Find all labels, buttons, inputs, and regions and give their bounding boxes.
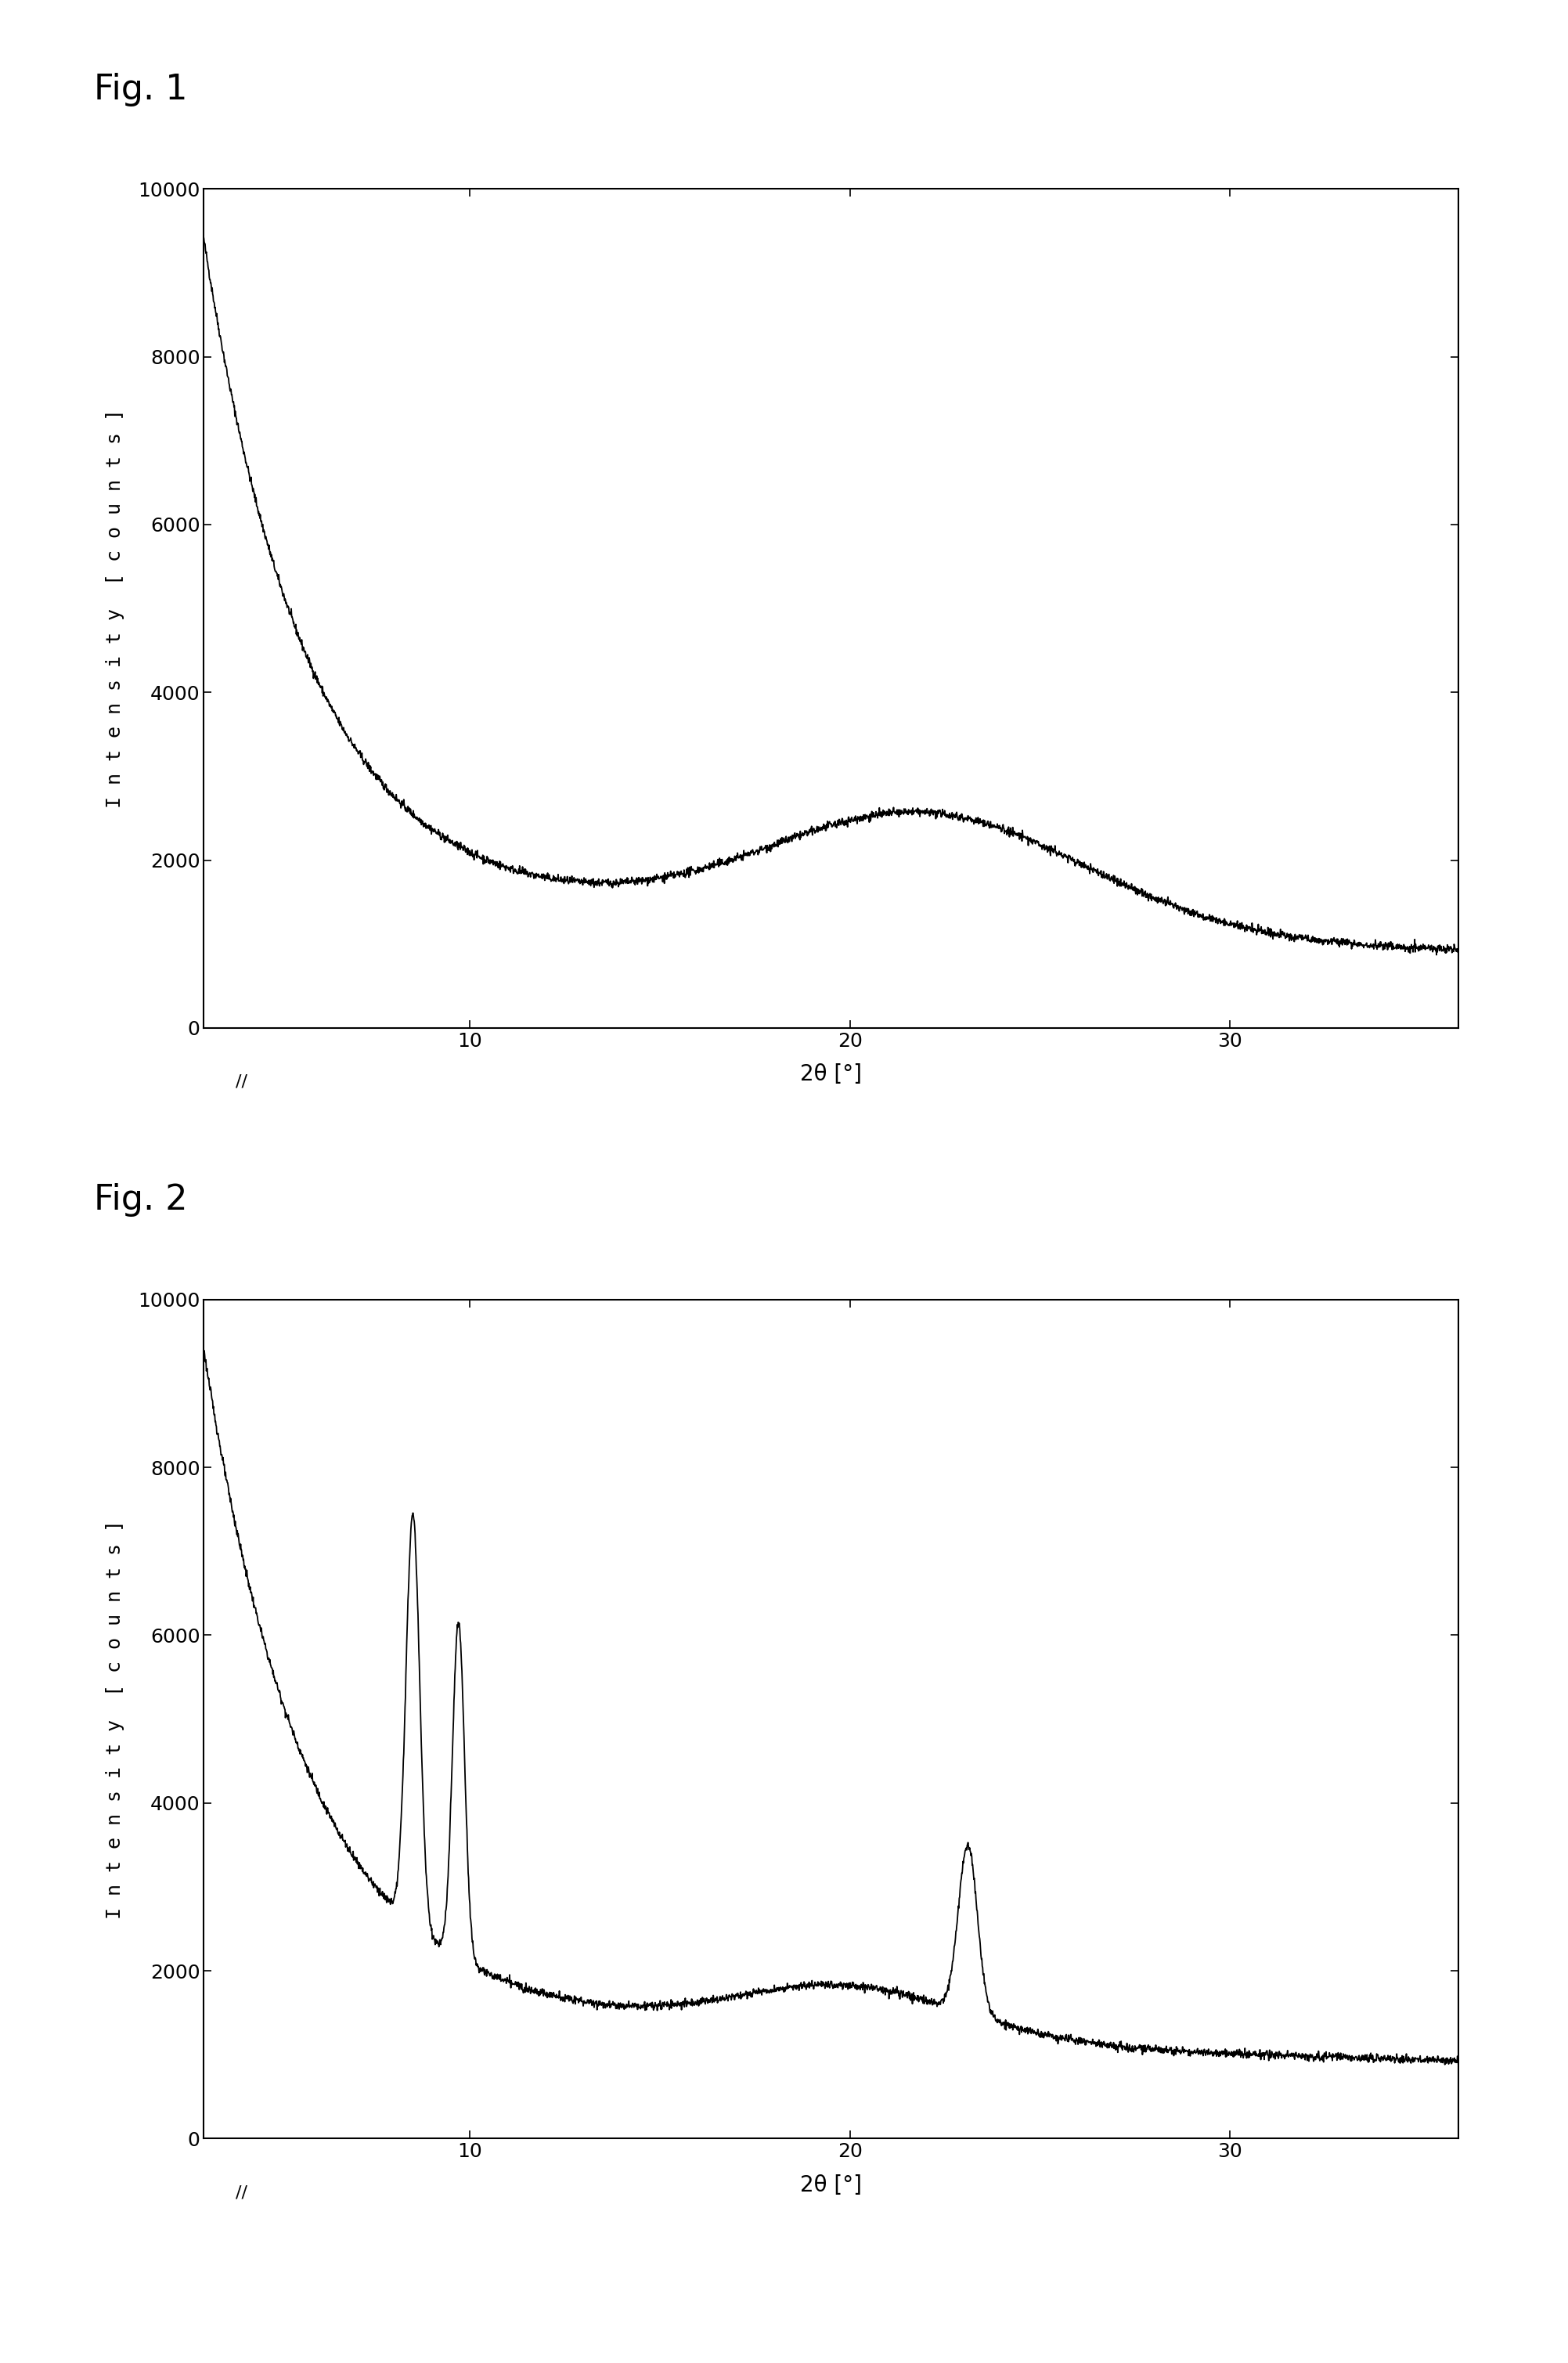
Text: Fig. 2: Fig. 2 [94, 1184, 188, 1217]
X-axis label: 2θ [°]: 2θ [°] [800, 1063, 862, 1085]
X-axis label: 2θ [°]: 2θ [°] [800, 2174, 862, 2195]
Text: //: // [235, 2186, 248, 2200]
Text: //: // [235, 1075, 248, 1089]
Y-axis label: I n t e n s i t y  [ c o u n t s ]: I n t e n s i t y [ c o u n t s ] [107, 409, 125, 808]
Text: Fig. 1: Fig. 1 [94, 73, 188, 106]
Y-axis label: I n t e n s i t y  [ c o u n t s ]: I n t e n s i t y [ c o u n t s ] [107, 1519, 125, 1919]
